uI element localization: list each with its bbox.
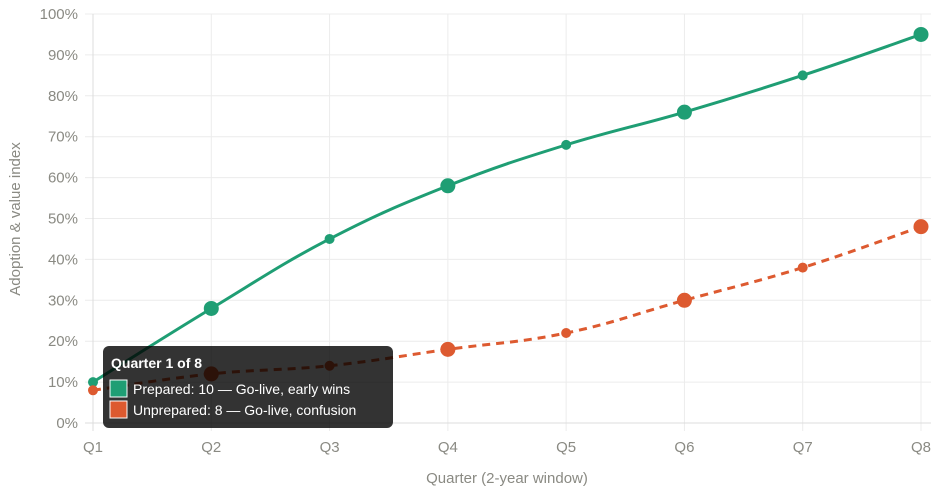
- y-tick-label: 60%: [48, 170, 78, 187]
- data-point-unprepared[interactable]: [797, 262, 808, 273]
- tooltip-swatch-unprepared: [109, 400, 128, 419]
- y-tick-label: 90%: [48, 47, 78, 64]
- data-point-prepared[interactable]: [324, 233, 335, 244]
- y-tick-label: 70%: [48, 129, 78, 146]
- series-line-unprepared: [92, 225, 922, 392]
- tooltip-title: Quarter 1 of 8: [111, 355, 202, 371]
- x-tick-label: Q4: [438, 439, 458, 456]
- x-tick-label: Q2: [201, 439, 221, 456]
- data-point-unprepared[interactable]: [676, 292, 692, 308]
- y-tick-label: 30%: [48, 292, 78, 309]
- data-point-unprepared[interactable]: [88, 385, 98, 396]
- y-tick-label: 100%: [40, 6, 78, 23]
- data-point-prepared[interactable]: [440, 178, 456, 194]
- y-tick-label: 10%: [48, 374, 78, 391]
- series-line-prepared: [92, 33, 922, 384]
- y-axis: 0% 10% 20% 30% 40% 50% 60% 70% 80% 90% 100%: [40, 6, 78, 432]
- y-tick-label: 80%: [48, 88, 78, 105]
- data-point-prepared[interactable]: [913, 26, 929, 42]
- x-tick-label: Q1: [83, 439, 103, 456]
- data-point-unprepared[interactable]: [440, 341, 456, 357]
- tooltip-background: [103, 346, 393, 428]
- data-point-unprepared[interactable]: [913, 219, 929, 235]
- tooltip-swatch-prepared: [109, 379, 128, 398]
- y-tick-label: 20%: [48, 333, 78, 350]
- y-axis-label: Adoption & value index: [7, 142, 24, 296]
- y-tick-label: 0%: [56, 415, 78, 432]
- data-point-unprepared[interactable]: [561, 328, 572, 339]
- x-tick-label: Q7: [793, 439, 813, 456]
- data-point-prepared[interactable]: [797, 70, 808, 81]
- y-tick-label: 40%: [48, 251, 78, 268]
- y-tick-label: 50%: [48, 211, 78, 228]
- x-axis: Q1 Q2 Q3 Q4 Q5 Q6 Q7 Q8: [83, 439, 931, 456]
- data-point-prepared[interactable]: [561, 139, 572, 150]
- x-tick-label: Q6: [674, 439, 694, 456]
- tooltip-line-prepared: Prepared: 10 — Go-live, early wins: [133, 381, 350, 397]
- x-tick-label: Q3: [320, 439, 340, 456]
- data-point-prepared[interactable]: [88, 377, 98, 388]
- x-axis-label: Quarter (2-year window): [426, 470, 588, 487]
- data-point-prepared[interactable]: [203, 300, 219, 316]
- tooltip-line-unprepared: Unprepared: 8 — Go-live, confusion: [133, 402, 356, 418]
- x-tick-label: Q5: [556, 439, 576, 456]
- data-point-prepared[interactable]: [676, 104, 692, 120]
- x-tick-label: Q8: [911, 439, 931, 456]
- tooltip: Quarter 1 of 8 Prepared: 10 — Go-live, e…: [103, 346, 393, 428]
